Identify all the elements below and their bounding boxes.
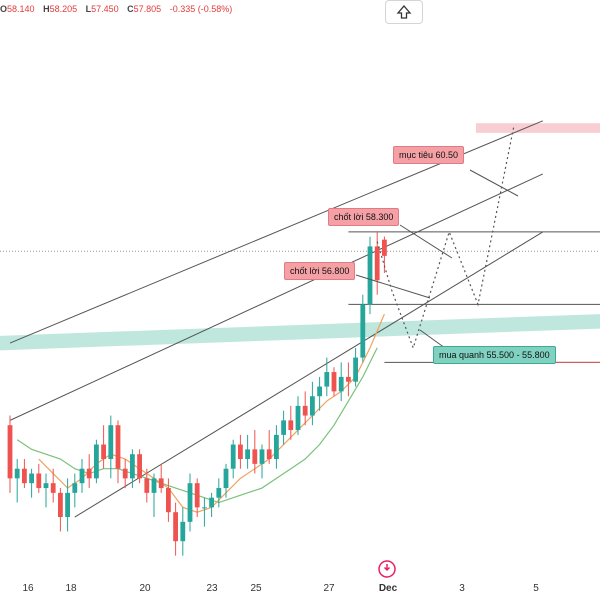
candle-body — [194, 483, 200, 508]
x-tick-label: 18 — [65, 583, 77, 594]
candle-body — [374, 246, 380, 281]
candle-body — [122, 468, 128, 479]
arrow-up-icon — [396, 5, 412, 19]
candle-body — [338, 376, 344, 392]
dividend-icon — [378, 560, 396, 578]
buy-zone-annotation[interactable]: mua quanh 55.500 - 55.800 — [433, 346, 556, 364]
candle-body — [29, 473, 34, 484]
x-tick-label: 25 — [250, 583, 262, 594]
x-tick-label: Dec — [378, 583, 398, 594]
target-annotation[interactable]: mục tiêu 60.50 — [393, 146, 465, 164]
candle-body — [108, 425, 114, 460]
candle-body — [295, 405, 301, 431]
take-profit-1-annotation[interactable]: chốt lời 56.800 — [284, 262, 356, 280]
candle-body — [173, 512, 178, 542]
channel-lower — [74, 231, 544, 518]
ohlc-change: -0.335 (-0.58%) — [169, 4, 233, 14]
candle-body — [144, 478, 150, 493]
x-tick-label: 16 — [22, 583, 34, 594]
x-tick-label: 20 — [139, 583, 151, 594]
buy-zone-band — [0, 314, 600, 351]
candle-body — [353, 357, 358, 382]
candle-body — [223, 468, 229, 489]
candle-body — [187, 483, 193, 522]
ohlc-readout: O58.140 H58.205 L57.450 C57.805 -0.335 (… — [0, 4, 235, 14]
candle-body — [288, 420, 294, 431]
ohlc-close: C57.805 — [127, 4, 162, 14]
candle-body — [259, 449, 265, 464]
candle-body — [331, 372, 337, 392]
dividend-marker[interactable] — [376, 558, 398, 580]
candle-body — [166, 488, 171, 513]
target-zone — [476, 123, 600, 133]
candle-body — [65, 492, 70, 518]
candle-body — [50, 483, 56, 493]
candle-body — [302, 405, 308, 416]
buy-connector — [419, 329, 446, 349]
candle-body — [86, 468, 92, 479]
candle-body — [281, 420, 286, 435]
candle-body — [151, 478, 157, 493]
candle-body — [7, 425, 13, 479]
tp2-connector — [399, 224, 453, 259]
candle-body — [94, 444, 99, 479]
candle-body — [216, 488, 222, 498]
candle-body — [317, 386, 322, 397]
candle-body — [180, 521, 186, 542]
candle-body — [14, 468, 20, 479]
x-tick-label: 27 — [323, 583, 335, 594]
candle-body — [130, 454, 135, 479]
candle-body — [245, 449, 250, 460]
candle-body — [209, 497, 214, 508]
take-profit-2-annotation[interactable]: chốt lời 58.300 — [328, 208, 400, 226]
channel-upper-inner — [9, 173, 544, 421]
ohlc-high: H58.205 — [43, 4, 78, 14]
candle-body — [43, 483, 49, 489]
candle-body — [238, 444, 243, 460]
candle-body — [382, 239, 387, 256]
x-tick-label: 3 — [459, 583, 465, 594]
candle-body — [324, 372, 330, 387]
candle-body — [310, 396, 315, 416]
tp1-connector — [355, 274, 431, 299]
candle-body — [137, 454, 142, 479]
candle-body — [79, 468, 85, 484]
candle-body — [22, 468, 27, 484]
candle-body — [252, 449, 258, 464]
target-connector — [469, 169, 519, 197]
candle-body — [274, 434, 279, 460]
candle-body — [202, 507, 207, 509]
ohlc-low: L57.450 — [85, 4, 119, 14]
x-tick-label: 5 — [533, 583, 539, 594]
candle-body — [230, 444, 236, 469]
ohlc-open: O58.140 — [0, 4, 35, 14]
x-tick-label: 23 — [206, 583, 218, 594]
candle-body — [115, 425, 121, 469]
candle-body — [36, 473, 42, 489]
candle-body — [72, 483, 78, 493]
candle-body — [266, 449, 272, 460]
candle-body — [346, 376, 351, 382]
candle-body — [101, 444, 106, 460]
candle-body — [158, 478, 164, 489]
candle-body — [58, 492, 63, 518]
scroll-up-button[interactable] — [385, 0, 423, 24]
candle-body — [360, 304, 366, 358]
candle-body — [367, 246, 373, 305]
